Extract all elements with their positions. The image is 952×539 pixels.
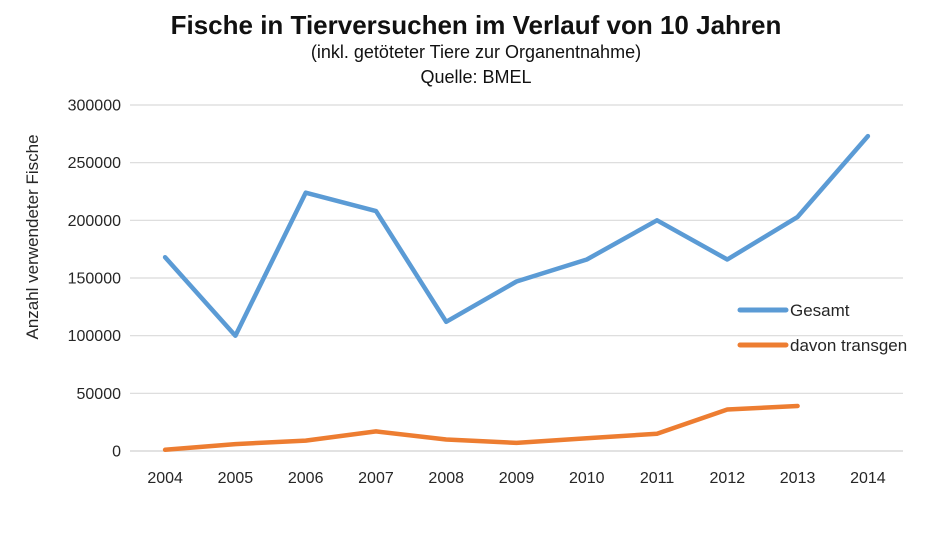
series-line-davon-transgen [162, 403, 800, 453]
chart-title-block: Fische in Tierversuchen im Verlauf von 1… [0, 10, 952, 90]
y-tick-label: 0 [112, 444, 121, 461]
y-tick-label: 250000 [68, 155, 121, 172]
gridlines [130, 104, 903, 452]
y-axis-tick-labels: 0 50000 100000 150000 200000 250000 300000 [68, 98, 121, 461]
x-tick-label: 2009 [499, 470, 535, 487]
y-tick-label: 50000 [77, 386, 122, 403]
y-axis-title-group: Anzahl verwendeter Fische [23, 134, 42, 339]
y-tick-label: 300000 [68, 98, 121, 115]
y-tick-label: 200000 [68, 213, 121, 230]
y-tick-label: 100000 [68, 328, 121, 345]
legend-label-davon-transgen: davon transgen [790, 336, 907, 355]
x-tick-label: 2005 [218, 470, 254, 487]
x-tick-label: 2012 [710, 470, 746, 487]
legend-label-gesamt: Gesamt [790, 301, 850, 320]
x-tick-label: 2010 [569, 470, 605, 487]
x-tick-label: 2007 [358, 470, 394, 487]
y-axis-title: Anzahl verwendeter Fische [23, 134, 42, 339]
legend: Gesamt davon transgen [737, 301, 907, 355]
x-tick-label: 2006 [288, 470, 324, 487]
series-lines [162, 133, 871, 453]
x-tick-label: 2011 [640, 470, 675, 487]
x-axis-tick-labels: 2004 2005 2006 2007 2008 2009 2010 2011 2012 2013… [147, 470, 885, 487]
x-tick-label: 2013 [780, 470, 816, 487]
chart-subtitle: (inkl. getöteter Tiere zur Organentnahme… [310, 42, 642, 62]
chart-title: Fische in Tierversuchen im Verlauf von 1… [170, 10, 782, 40]
x-tick-label: 2004 [147, 470, 183, 487]
y-tick-label: 150000 [68, 271, 121, 288]
chart-source: Quelle: BMEL [420, 67, 532, 87]
series-line-gesamt [162, 133, 871, 338]
x-tick-label: 2008 [428, 470, 464, 487]
x-tick-label: 2014 [850, 470, 886, 487]
